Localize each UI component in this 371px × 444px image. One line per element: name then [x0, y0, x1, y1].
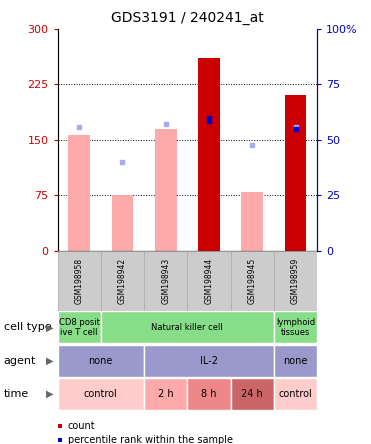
Bar — [58, 312, 101, 344]
Title: GDS3191 / 240241_at: GDS3191 / 240241_at — [111, 11, 264, 25]
Text: ▶: ▶ — [46, 322, 54, 333]
Text: GSM198944: GSM198944 — [204, 258, 213, 304]
Text: control: control — [279, 389, 312, 399]
Bar — [274, 312, 317, 344]
Bar — [58, 345, 144, 377]
Bar — [101, 312, 274, 344]
Text: ▶: ▶ — [46, 356, 54, 366]
Bar — [274, 378, 317, 410]
Bar — [144, 251, 187, 311]
Bar — [274, 345, 317, 377]
Text: Natural killer cell: Natural killer cell — [151, 323, 223, 332]
Text: none: none — [283, 356, 308, 366]
Bar — [68, 135, 90, 251]
Text: lymphoid
tissues: lymphoid tissues — [276, 318, 315, 337]
Text: GSM198958: GSM198958 — [75, 258, 83, 304]
Text: 24 h: 24 h — [242, 389, 263, 399]
Text: 8 h: 8 h — [201, 389, 217, 399]
Bar — [274, 251, 317, 311]
Bar — [144, 345, 274, 377]
Text: CD8 posit
ive T cell: CD8 posit ive T cell — [59, 318, 99, 337]
Bar — [285, 95, 306, 251]
Text: GSM198943: GSM198943 — [161, 258, 170, 304]
Bar — [198, 59, 220, 251]
Text: cell type: cell type — [4, 322, 51, 333]
Text: IL-2: IL-2 — [200, 356, 218, 366]
Bar — [144, 378, 187, 410]
Bar — [187, 378, 231, 410]
Bar — [58, 378, 144, 410]
Text: percentile rank within the sample: percentile rank within the sample — [68, 435, 233, 444]
Bar — [187, 251, 231, 311]
Text: GSM198959: GSM198959 — [291, 258, 300, 304]
Text: GSM198945: GSM198945 — [248, 258, 257, 304]
Text: control: control — [84, 389, 118, 399]
Bar — [231, 251, 274, 311]
Text: time: time — [4, 389, 29, 399]
Bar — [58, 251, 101, 311]
Bar — [155, 129, 177, 251]
Text: 2 h: 2 h — [158, 389, 174, 399]
Bar — [101, 251, 144, 311]
Text: none: none — [89, 356, 113, 366]
Text: GSM198942: GSM198942 — [118, 258, 127, 304]
Bar — [231, 378, 274, 410]
Text: count: count — [68, 421, 95, 431]
Bar — [112, 195, 133, 251]
Text: ▶: ▶ — [46, 389, 54, 399]
Text: agent: agent — [4, 356, 36, 366]
Bar — [242, 192, 263, 251]
